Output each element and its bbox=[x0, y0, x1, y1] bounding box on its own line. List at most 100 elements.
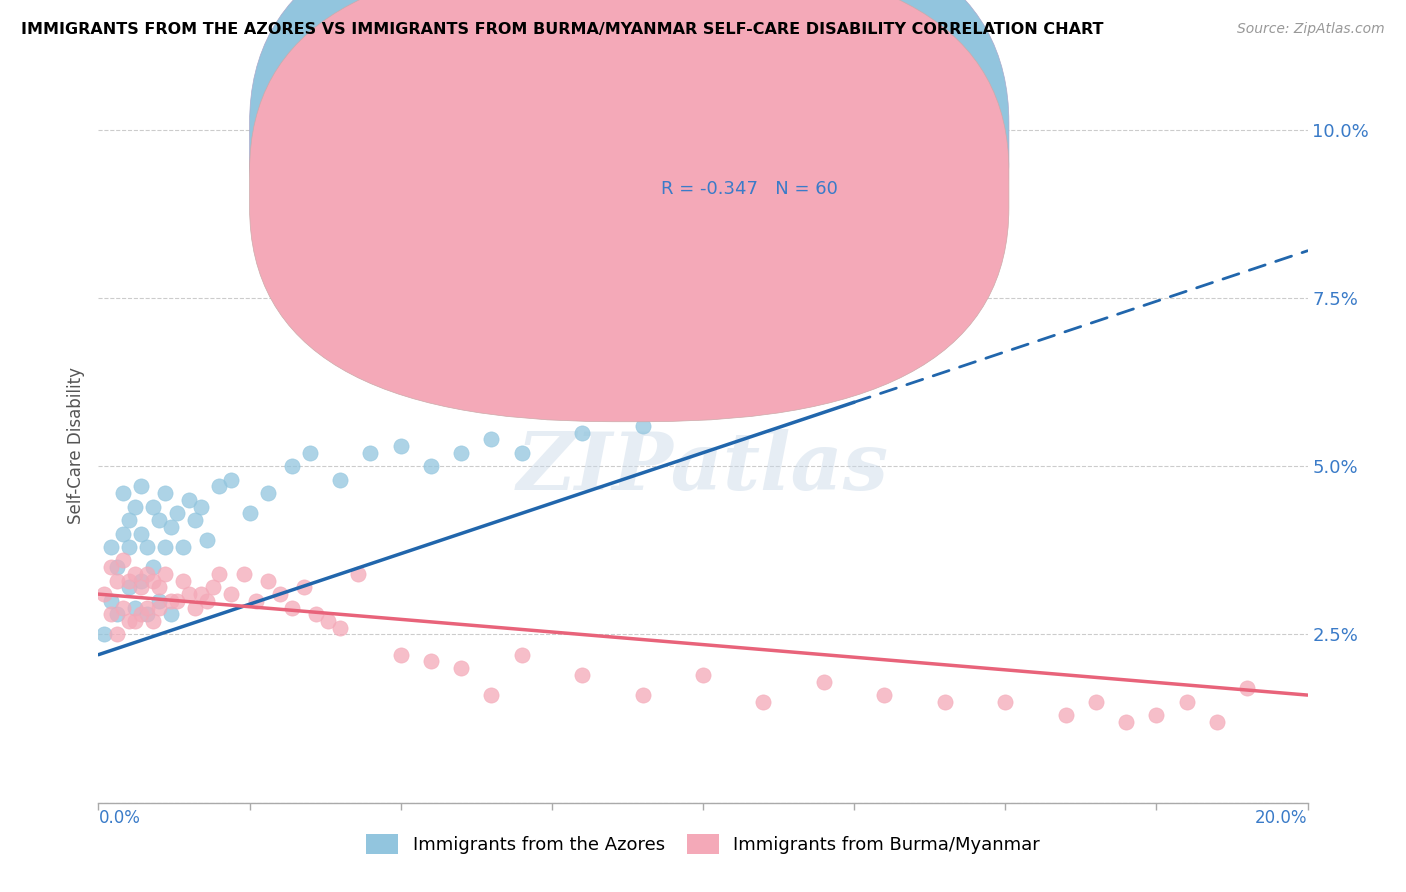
Point bbox=[118, 614, 141, 628]
Point bbox=[111, 526, 134, 541]
Point bbox=[450, 661, 472, 675]
Point bbox=[221, 473, 243, 487]
Point bbox=[631, 418, 654, 433]
Point bbox=[292, 580, 315, 594]
Point bbox=[305, 607, 328, 622]
Point bbox=[118, 580, 141, 594]
Point bbox=[299, 446, 322, 460]
Point bbox=[148, 594, 170, 608]
Point bbox=[450, 446, 472, 460]
Point bbox=[281, 459, 304, 474]
Point bbox=[153, 486, 176, 500]
Text: 0.0%: 0.0% bbox=[98, 808, 141, 827]
Point bbox=[135, 607, 157, 622]
Point bbox=[118, 574, 141, 588]
Point bbox=[316, 614, 339, 628]
Point bbox=[510, 648, 533, 662]
Point bbox=[100, 560, 122, 574]
Point bbox=[160, 594, 183, 608]
Point bbox=[190, 587, 212, 601]
Point bbox=[239, 506, 262, 520]
Point bbox=[135, 540, 157, 554]
Point bbox=[269, 587, 291, 601]
Point bbox=[172, 574, 194, 588]
Point bbox=[111, 486, 134, 500]
Point bbox=[813, 674, 835, 689]
Point bbox=[389, 648, 412, 662]
Point bbox=[100, 594, 122, 608]
Point bbox=[148, 600, 170, 615]
Point bbox=[100, 607, 122, 622]
Text: R =  0.579   N = 48: R = 0.579 N = 48 bbox=[661, 132, 837, 150]
Point bbox=[105, 607, 128, 622]
Point bbox=[135, 566, 157, 581]
Point bbox=[124, 566, 146, 581]
Point bbox=[202, 580, 225, 594]
Point bbox=[994, 695, 1017, 709]
Point bbox=[153, 566, 176, 581]
Point bbox=[160, 607, 183, 622]
Point bbox=[420, 655, 443, 669]
Point bbox=[873, 688, 896, 702]
Point bbox=[195, 533, 218, 548]
Point bbox=[752, 695, 775, 709]
Point bbox=[142, 574, 165, 588]
Point bbox=[208, 479, 231, 493]
Point bbox=[129, 580, 152, 594]
Point bbox=[142, 500, 165, 514]
FancyBboxPatch shape bbox=[250, 0, 1010, 422]
Point bbox=[347, 566, 370, 581]
Point bbox=[129, 607, 152, 622]
Point bbox=[118, 540, 141, 554]
Point bbox=[190, 500, 212, 514]
Point bbox=[105, 560, 128, 574]
Point bbox=[124, 600, 146, 615]
Point bbox=[111, 553, 134, 567]
Point bbox=[256, 574, 278, 588]
Point bbox=[281, 600, 304, 615]
Point bbox=[692, 291, 714, 305]
Point bbox=[692, 668, 714, 682]
Point bbox=[129, 526, 152, 541]
Point bbox=[329, 473, 352, 487]
Point bbox=[245, 594, 267, 608]
Point bbox=[166, 506, 188, 520]
Point bbox=[142, 614, 165, 628]
Point bbox=[166, 594, 188, 608]
Point bbox=[93, 587, 115, 601]
Point bbox=[360, 446, 382, 460]
Point bbox=[481, 688, 503, 702]
Point bbox=[105, 627, 128, 641]
Point bbox=[232, 566, 254, 581]
Point bbox=[1144, 708, 1167, 723]
Point bbox=[481, 432, 503, 446]
Point bbox=[1206, 714, 1229, 729]
Point bbox=[142, 560, 165, 574]
Point bbox=[129, 574, 152, 588]
Point bbox=[1236, 681, 1258, 696]
Point bbox=[184, 513, 207, 527]
Point bbox=[105, 574, 128, 588]
Point bbox=[160, 520, 183, 534]
Point bbox=[195, 594, 218, 608]
Point bbox=[129, 479, 152, 493]
Point bbox=[153, 540, 176, 554]
Point bbox=[571, 668, 593, 682]
Y-axis label: Self-Care Disability: Self-Care Disability bbox=[66, 368, 84, 524]
Text: IMMIGRANTS FROM THE AZORES VS IMMIGRANTS FROM BURMA/MYANMAR SELF-CARE DISABILITY: IMMIGRANTS FROM THE AZORES VS IMMIGRANTS… bbox=[21, 22, 1104, 37]
Point bbox=[172, 540, 194, 554]
Point bbox=[148, 513, 170, 527]
Point bbox=[124, 614, 146, 628]
Point bbox=[420, 459, 443, 474]
Point bbox=[571, 425, 593, 440]
Point bbox=[631, 688, 654, 702]
Legend: Immigrants from the Azores, Immigrants from Burma/Myanmar: Immigrants from the Azores, Immigrants f… bbox=[366, 834, 1040, 855]
Text: ZIPatlas: ZIPatlas bbox=[517, 429, 889, 506]
Point bbox=[1175, 695, 1198, 709]
Point bbox=[256, 486, 278, 500]
Point bbox=[329, 621, 352, 635]
Point bbox=[93, 627, 115, 641]
Point bbox=[208, 566, 231, 581]
Point bbox=[510, 446, 533, 460]
FancyBboxPatch shape bbox=[595, 107, 908, 203]
